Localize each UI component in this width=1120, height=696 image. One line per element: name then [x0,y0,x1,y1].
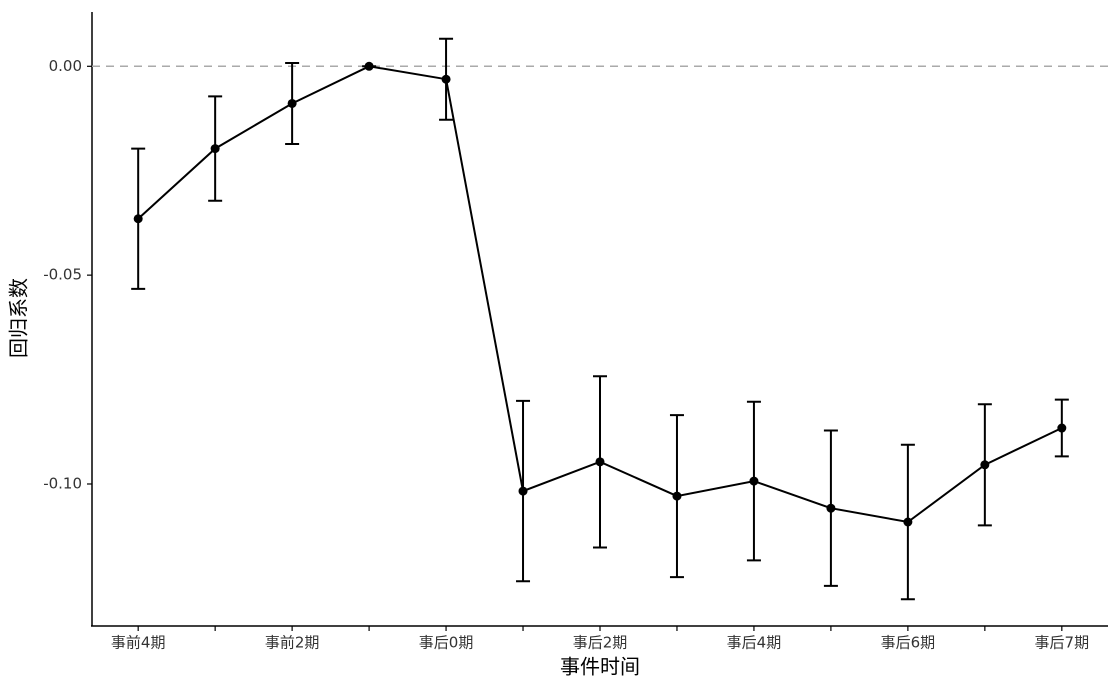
y-axis-label: 回归系数 [7,278,31,358]
point [749,476,759,486]
point [980,460,990,470]
y-tick-label: 0.00 [49,57,82,75]
x-axis-label: 事件时间 [560,655,640,679]
y-tick-label: -0.10 [43,474,82,492]
x-tick-label: 事后6期 [881,634,936,652]
x-tick-label: 事后2期 [573,634,628,652]
point [518,486,528,496]
point [287,98,297,108]
point [441,74,451,84]
point [210,144,220,154]
point [595,457,605,467]
x-tick-label: 事后0期 [419,634,474,652]
point [826,503,836,513]
point [1057,423,1067,433]
x-tick-label: 事前2期 [265,634,320,652]
x-tick-label: 事后7期 [1035,634,1090,652]
point [133,214,143,224]
point [364,61,374,71]
x-tick-label: 事后4期 [727,634,782,652]
y-tick-label: -0.05 [43,266,82,284]
point [903,517,913,527]
x-tick-label: 事前4期 [111,634,166,652]
point [672,491,682,501]
